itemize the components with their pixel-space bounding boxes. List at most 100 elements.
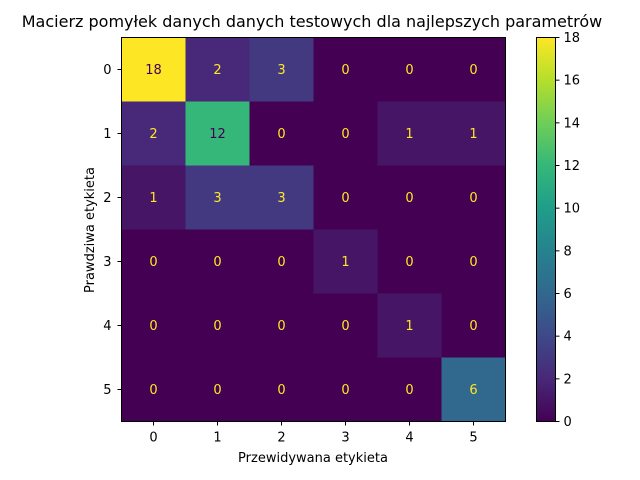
cell-value-label: 0 (213, 255, 221, 270)
heatmap-cell-r0-c1 (185, 37, 250, 102)
cell-value-label: 3 (213, 191, 221, 206)
heatmap-cell-r0-c3 (313, 37, 378, 102)
heatmap-cell-r2-c1 (185, 165, 250, 230)
cell-value-label: 0 (405, 255, 413, 270)
heatmap-cell-r3-c5 (441, 229, 506, 294)
cell-value-label: 2 (149, 127, 157, 142)
cell-value-label: 0 (213, 319, 221, 334)
heatmap-cell-r2-c4 (377, 165, 442, 230)
colorbar-tick-label: 10 (564, 202, 581, 217)
cell-value-label: 0 (149, 255, 157, 270)
heatmap-cell-r5-c3 (313, 357, 378, 422)
x-tick-label: 1 (213, 431, 221, 446)
colorbar-tick-label: 0 (564, 415, 572, 430)
y-tick-label: 2 (103, 191, 111, 206)
heatmap-cell-r0-c4 (377, 37, 442, 102)
cell-value-label: 12 (209, 127, 226, 142)
cell-value-label: 1 (341, 255, 349, 270)
heatmap-cell-r5-c1 (185, 357, 250, 422)
heatmap-cell-r4-c2 (249, 293, 314, 358)
heatmap-cell-r2-c2 (249, 165, 314, 230)
heatmap-cell-r2-c5 (441, 165, 506, 230)
colorbar (536, 37, 556, 422)
x-tick-label: 4 (405, 431, 413, 446)
colorbar-ticks: 0 2 4 6 8 10 12 14 16 18 (555, 31, 581, 430)
heatmap-cell-r5-c0 (121, 357, 186, 422)
heatmap-cell-r1-c5 (441, 101, 506, 166)
heatmap-cell-r0-c5 (441, 37, 506, 102)
cell-value-label: 0 (469, 255, 477, 270)
cell-value-label: 0 (277, 127, 285, 142)
x-tick-label: 0 (149, 431, 157, 446)
y-tick-label: 4 (103, 319, 111, 334)
heatmap-cell-r2-c3 (313, 165, 378, 230)
heatmap-cell-r0-c2 (249, 37, 314, 102)
cell-value-label: 1 (405, 127, 413, 142)
cell-value-label: 0 (341, 127, 349, 142)
heatmap-cell-r1-c3 (313, 101, 378, 166)
cell-value-label: 0 (341, 319, 349, 334)
colorbar-tick-label: 18 (564, 31, 581, 46)
cell-value-label: 0 (469, 191, 477, 206)
heatmap-cell-r1-c1 (185, 101, 250, 166)
y-tick-label: 0 (103, 63, 111, 78)
heatmap-cell-r4-c3 (313, 293, 378, 358)
cell-value-label: 0 (469, 63, 477, 78)
y-axis-label: Prawdziwa etykieta (83, 167, 98, 293)
colorbar-tick-label: 8 (564, 244, 572, 259)
heatmap-cell-r1-c4 (377, 101, 442, 166)
heatmap-cell-r4-c4 (377, 293, 442, 358)
heatmap-cell-r3-c0 (121, 229, 186, 294)
x-tick-label: 2 (277, 431, 285, 446)
colorbar-tick-label: 12 (564, 159, 581, 174)
cell-value-label: 2 (213, 63, 221, 78)
cell-value-label: 0 (405, 63, 413, 78)
heatmap-cell-r5-c4 (377, 357, 442, 422)
y-axis-ticks: 0 1 2 3 4 5 (103, 63, 122, 398)
cell-value-label: 0 (149, 319, 157, 334)
y-tick-label: 3 (103, 255, 111, 270)
heatmap-cell-labels: 18 2 3 0 0 0 2 12 0 0 1 1 1 3 3 0 0 0 0 0 0 1 0 0 0 0 0 0 1 0 0 0 0 0 0 6 (145, 63, 477, 398)
y-tick-label: 5 (103, 383, 111, 398)
y-tick-label: 1 (103, 127, 111, 142)
cell-value-label: 0 (277, 319, 285, 334)
cell-value-label: 0 (341, 63, 349, 78)
heatmap-cell-r4-c0 (121, 293, 186, 358)
plot-frame (121, 37, 506, 422)
cell-value-label: 3 (277, 63, 285, 78)
heatmap-cell-r1-c0 (121, 101, 186, 166)
heatmap-cell-r4-c1 (185, 293, 250, 358)
cell-value-label: 0 (469, 319, 477, 334)
heatmap-cell-r1-c2 (249, 101, 314, 166)
cell-value-label: 0 (277, 255, 285, 270)
colorbar-tick-label: 14 (564, 116, 581, 131)
cell-value-label: 18 (145, 63, 162, 78)
heatmap-cells (121, 37, 506, 422)
chart-title: Macierz pomyłek danych danych testowych … (22, 12, 602, 31)
cell-value-label: 1 (149, 191, 157, 206)
colorbar-tick-label: 6 (564, 287, 572, 302)
cell-value-label: 0 (405, 191, 413, 206)
heatmap-cell-r3-c4 (377, 229, 442, 294)
x-tick-label: 3 (341, 431, 349, 446)
heatmap-cell-r5-c2 (249, 357, 314, 422)
cell-value-label: 0 (213, 383, 221, 398)
cell-value-label: 0 (405, 383, 413, 398)
cell-value-label: 1 (469, 127, 477, 142)
colorbar-tick-label: 4 (564, 330, 572, 345)
cell-value-label: 6 (469, 383, 477, 398)
heatmap-cell-r3-c1 (185, 229, 250, 294)
heatmap-cell-r4-c5 (441, 293, 506, 358)
heatmap-cell-r2-c0 (121, 165, 186, 230)
cell-value-label: 0 (341, 383, 349, 398)
colorbar-tick-label: 16 (564, 74, 581, 89)
cell-value-label: 0 (341, 191, 349, 206)
heatmap-cell-r0-c0 (121, 37, 186, 102)
colorbar-tick-label: 2 (564, 372, 572, 387)
x-tick-label: 5 (469, 431, 477, 446)
x-axis-ticks: 0 1 2 3 4 5 (149, 421, 478, 446)
heatmap-cell-r3-c3 (313, 229, 378, 294)
x-axis-label: Przewidywana etykieta (238, 451, 388, 466)
cell-value-label: 0 (149, 383, 157, 398)
